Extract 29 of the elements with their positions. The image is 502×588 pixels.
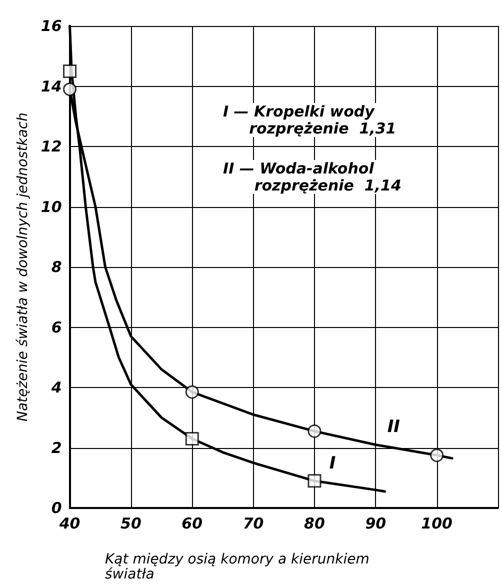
x-tick-label: 50 — [120, 514, 142, 532]
y-tick-label: 2 — [51, 438, 62, 457]
y-tick-label: 6 — [51, 318, 62, 336]
x-tick-label: 70 — [242, 514, 264, 532]
y-tick-label: 12 — [40, 138, 62, 156]
y-tick-label: 4 — [50, 378, 62, 396]
annotation: I — Kropelki wody rozprężenie 1,31 — [223, 102, 396, 138]
point — [185, 385, 199, 399]
x-tick-label: 60 — [182, 514, 203, 532]
y-tick-label: 0 — [51, 499, 62, 517]
x-tick-label: 90 — [365, 514, 386, 532]
point — [63, 82, 77, 96]
point — [185, 432, 199, 446]
point — [308, 424, 322, 438]
point — [430, 448, 444, 462]
x-tick-label: 40 — [58, 514, 80, 532]
x-tick-label: 80 — [304, 514, 325, 532]
x-axis-title: Kąt między osią komory a kierunkiem światła — [105, 552, 374, 582]
annotation: II — Woda-alkohol rozprężenie 1,14 — [223, 160, 402, 194]
point — [308, 474, 322, 488]
y-tick-label: 16 — [40, 17, 62, 35]
y-tick-label: 14 — [40, 77, 62, 96]
y-tick-label: 8 — [51, 258, 62, 276]
x-tick-label: 100 — [421, 514, 452, 532]
y-axis-title: Natężenie światła w dowolnych jednostkach — [15, 112, 31, 422]
series-label: I — [329, 453, 336, 474]
y-tick-label: 10 — [40, 198, 62, 216]
point — [63, 64, 77, 78]
series-label: II — [387, 417, 400, 438]
